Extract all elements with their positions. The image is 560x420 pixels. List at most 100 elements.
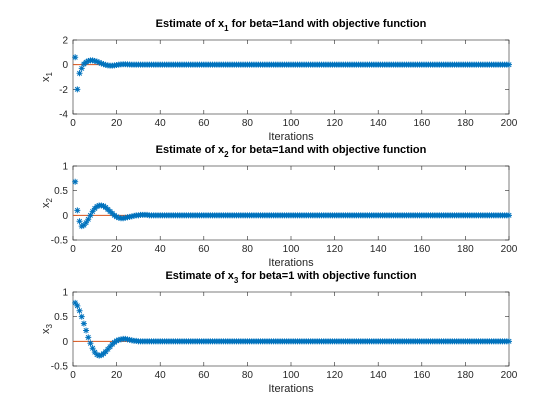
x-tick-label: 40 <box>155 244 167 255</box>
x-tick-label: 140 <box>370 370 387 381</box>
data-point <box>74 302 81 309</box>
x-tick-label: 100 <box>283 118 300 129</box>
x-tick-label: 20 <box>111 118 123 129</box>
x-axis-label: Iterations <box>268 257 314 269</box>
data-point <box>98 60 105 67</box>
x-tick-label: 60 <box>198 370 210 381</box>
data-point <box>96 59 103 66</box>
axes-box <box>72 291 510 367</box>
series-1 <box>72 178 512 230</box>
x-tick-label: 0 <box>70 244 76 255</box>
data-point <box>83 59 90 66</box>
x-tick-label: 120 <box>326 370 343 381</box>
data-point <box>72 54 79 61</box>
y-tick-label: -0.5 <box>51 362 69 373</box>
x-tick-label: 200 <box>501 370 518 381</box>
x-tick-label: 20 <box>111 244 123 255</box>
data-point <box>93 203 100 210</box>
x-tick-label: 180 <box>457 370 474 381</box>
data-point <box>76 218 83 225</box>
x-tick-label: 60 <box>198 244 210 255</box>
x-tick-label: 0 <box>70 370 76 381</box>
x-tick-label: 200 <box>501 244 518 255</box>
y-label-base: x <box>40 76 52 82</box>
y-tick-label: 0 <box>62 211 68 222</box>
y-axis-label: x1 <box>40 71 54 82</box>
data-point <box>83 219 90 226</box>
data-point <box>89 208 96 215</box>
subplot-1: 0 20 40 60 80 100 120 140 160 180 200 -4 -2 0 2 Estimat… <box>40 18 518 143</box>
data-point <box>85 57 92 64</box>
x-tick-label: 160 <box>413 118 430 129</box>
x-tick-label: 200 <box>501 118 518 129</box>
y-label-subscript: 3 <box>45 323 54 328</box>
data-point <box>78 313 85 320</box>
data-point <box>89 57 96 64</box>
x-tick-label: 120 <box>326 118 343 129</box>
data-point <box>85 334 92 341</box>
plot-title: Estimate of x1 for beta=1and with object… <box>156 18 427 33</box>
data-point <box>93 58 100 65</box>
title-text-rest: for beta=1 with objective function <box>238 270 416 282</box>
y-tick-label: 0 <box>62 337 68 348</box>
x-tick-label: 80 <box>242 370 254 381</box>
data-point <box>506 61 512 68</box>
y-axis-label: x2 <box>40 197 54 208</box>
data-point <box>93 351 100 358</box>
x-axis-label: Iterations <box>268 131 314 143</box>
data-point <box>72 299 79 306</box>
y-tick-label: 0 <box>62 60 68 71</box>
x-tick-label: 140 <box>370 118 387 129</box>
data-point <box>91 57 98 64</box>
data-point <box>506 212 512 219</box>
title-text-rest: for beta=1and with objective function <box>229 18 427 30</box>
series-1 <box>72 299 512 359</box>
data-point <box>104 346 111 353</box>
y-tick-label: 0.5 <box>54 186 68 197</box>
x-tick-label: 40 <box>155 118 167 129</box>
data-point <box>91 349 98 356</box>
x-tick-label: 100 <box>283 244 300 255</box>
data-point <box>72 178 79 185</box>
data-point <box>102 348 109 355</box>
title-text: Estimate of x <box>165 270 234 282</box>
y-tick-label: 1 <box>62 288 68 299</box>
axes-box <box>72 39 510 115</box>
series-1 <box>72 54 512 93</box>
y-tick-label: -2 <box>59 85 68 96</box>
x-tick-label: 160 <box>413 244 430 255</box>
y-tick-label: -4 <box>59 110 68 121</box>
data-point <box>74 86 81 93</box>
data-point <box>89 345 96 352</box>
y-tick-label: 1 <box>62 162 68 173</box>
subplot-2: 0 20 40 60 80 100 120 140 160 180 200-0.500.51Esti… <box>40 144 518 269</box>
data-point <box>80 320 87 327</box>
y-tick-label: 0.5 <box>54 312 68 323</box>
y-axis-label: x3 <box>40 323 54 334</box>
x-tick-label: 180 <box>457 244 474 255</box>
x-tick-label: 100 <box>283 370 300 381</box>
x-tick-label: 180 <box>457 118 474 129</box>
data-point <box>78 223 85 230</box>
x-tick-label: 40 <box>155 370 167 381</box>
x-tick-label: 20 <box>111 370 123 381</box>
y-label-subscript: 1 <box>45 71 54 76</box>
data-point <box>100 61 107 68</box>
title-subscript: 2 <box>224 150 229 159</box>
x-tick-label: 160 <box>413 370 430 381</box>
data-point <box>76 307 83 314</box>
data-point <box>74 207 81 214</box>
y-label-subscript: 2 <box>45 197 54 202</box>
subplot-3: 0 20 40 60 80 100 120 140 160 180 200-0.500.51Esti… <box>40 270 518 395</box>
x-tick-label: 60 <box>198 118 210 129</box>
data-point <box>85 216 92 223</box>
title-text: Estimate of x <box>156 144 225 156</box>
y-label-base: x <box>40 202 52 208</box>
x-tick-label: 80 <box>242 244 254 255</box>
y-tick-label: -0.5 <box>51 236 69 247</box>
data-point <box>107 343 114 350</box>
title-text: Estimate of x <box>156 18 225 30</box>
y-label-base: x <box>40 328 52 334</box>
